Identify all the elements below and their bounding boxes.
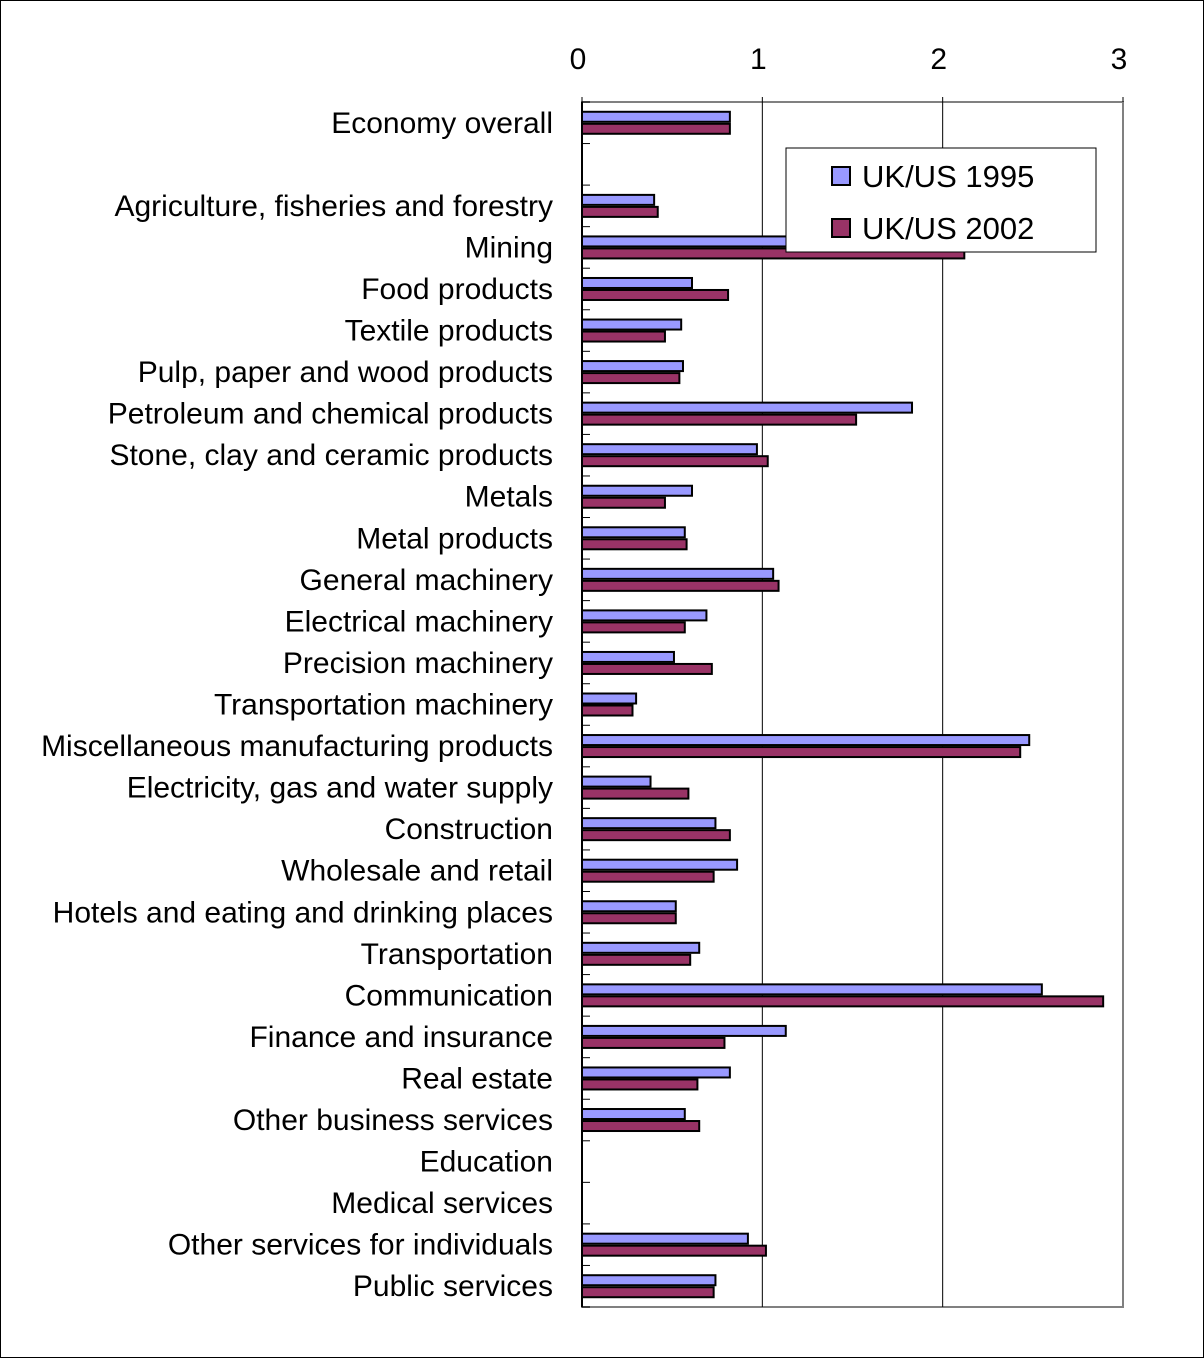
bar-1995	[581, 567, 775, 580]
legend-swatch	[831, 218, 851, 238]
category-label: Pulp, paper and wood products	[138, 356, 553, 389]
category-label: Mining	[465, 231, 553, 264]
bar-2002	[581, 330, 666, 343]
axes	[581, 97, 1124, 1308]
category-label: Metals	[465, 481, 553, 514]
category-label: Finance and insurance	[249, 1021, 553, 1054]
x-tick-label: 0	[570, 43, 587, 76]
gridlines	[581, 101, 1124, 1308]
category-label: Food products	[361, 273, 553, 306]
bar-1995	[581, 276, 694, 289]
category-label: Textile products	[345, 315, 553, 348]
bar-1995	[581, 900, 677, 913]
bar-1995	[581, 609, 708, 622]
bar-2002	[581, 829, 731, 842]
bar-1995	[581, 734, 1031, 747]
category-label: Medical services	[331, 1187, 553, 1220]
bar-2002	[581, 122, 731, 135]
legend-label: UK/US 1995	[862, 159, 1034, 194]
category-label: Metal products	[356, 522, 553, 555]
bar-2002	[581, 704, 634, 717]
bar-2002	[581, 870, 715, 883]
category-label: Wholesale and retail	[281, 855, 553, 888]
legend-label: UK/US 2002	[862, 211, 1034, 246]
bar-1995	[581, 650, 675, 663]
category-label: Stone, clay and ceramic products	[109, 439, 553, 472]
category-label: Real estate	[401, 1062, 553, 1095]
category-label: Electrical machinery	[285, 605, 553, 638]
bar-1995	[581, 526, 686, 539]
bar-1995	[581, 318, 683, 331]
bar-2002	[581, 995, 1105, 1008]
category-label: Electricity, gas and water supply	[127, 772, 553, 805]
x-tick-label: 1	[750, 43, 767, 76]
bar-1995	[581, 1232, 749, 1245]
category-label: Education	[420, 1146, 553, 1179]
category-label: Miscellaneous manufacturing products	[41, 730, 553, 763]
category-label: Agriculture, fisheries and forestry	[114, 190, 553, 223]
bar-2002	[581, 912, 677, 925]
bar-2002	[581, 662, 713, 675]
bar-2002	[581, 1120, 701, 1133]
bar-2002	[581, 288, 730, 301]
category-label: Petroleum and chemical products	[108, 398, 553, 431]
x-tick-label: 2	[930, 43, 947, 76]
bar-2002	[581, 953, 692, 966]
legend: UK/US 1995 UK/US 2002	[785, 147, 1097, 253]
bar-2002	[581, 1244, 767, 1257]
bar-2002	[581, 787, 690, 800]
bar-1995	[581, 858, 739, 871]
category-label: Economy overall	[331, 107, 553, 140]
bar-1995	[581, 983, 1043, 996]
bar-2002	[581, 746, 1022, 759]
category-label: Transportation	[361, 938, 553, 971]
x-tick-labels: 0 1 2 3	[570, 43, 1128, 76]
bar-2002	[581, 1078, 699, 1091]
bar-2002	[581, 496, 666, 509]
category-label: General machinery	[300, 564, 553, 597]
bar-1995	[581, 443, 758, 456]
bar-2002	[581, 1036, 726, 1049]
category-label: Communication	[345, 979, 553, 1012]
bar-2002	[581, 372, 681, 385]
category-label: Construction	[385, 813, 553, 846]
bar-1995	[581, 401, 914, 414]
bar-1995	[581, 692, 638, 705]
bar-2002	[581, 205, 659, 218]
bar-1995	[581, 1274, 717, 1287]
category-label: Transportation machinery	[214, 689, 553, 722]
category-label: Other services for individuals	[168, 1229, 553, 1262]
bar-1995	[581, 360, 684, 373]
x-tick-label: 3	[1111, 43, 1128, 76]
category-label: Hotels and eating and drinking places	[53, 896, 553, 929]
bar-2002	[581, 538, 688, 551]
bar-1995	[581, 1066, 731, 1079]
bar-1995	[581, 110, 731, 123]
bar-1995	[581, 193, 656, 206]
bar-1995	[581, 775, 652, 788]
bar-1995	[581, 1108, 686, 1121]
bar-2002	[581, 621, 686, 634]
bar-1995	[581, 941, 701, 954]
bar-1995	[581, 1024, 787, 1037]
plot-area	[581, 101, 1124, 1308]
bar-2002	[581, 579, 780, 592]
legend-swatch	[831, 166, 851, 186]
bar-1995	[581, 484, 694, 497]
bar-1995	[581, 235, 818, 248]
bar-2002	[581, 455, 769, 468]
bar-1995	[581, 817, 717, 830]
category-labels: Economy overall Agriculture, fisheries an…	[41, 107, 553, 1303]
bar-2002	[581, 1286, 715, 1299]
category-label: Precision machinery	[283, 647, 553, 680]
category-label: Public services	[353, 1270, 553, 1303]
bar-2002	[581, 413, 858, 426]
category-label: Other business services	[233, 1104, 553, 1137]
